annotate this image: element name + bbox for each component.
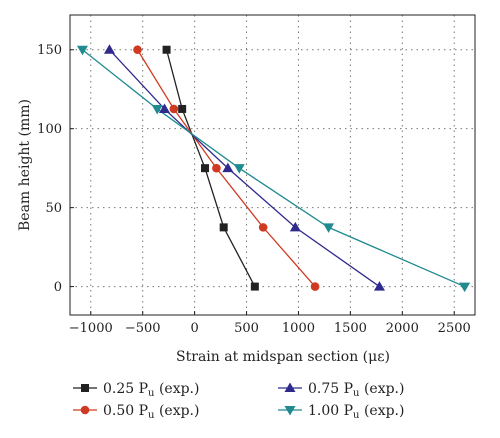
legend-marker-1 <box>81 384 89 392</box>
series-lines <box>82 49 465 288</box>
x-tick-label: 1500 <box>334 321 367 336</box>
data-point-series-3 <box>222 162 234 173</box>
series-line-3 <box>108 49 380 288</box>
y-tick-label: 150 <box>37 43 62 58</box>
y-tick-label: 0 <box>54 280 62 295</box>
data-point-series-1 <box>250 282 259 291</box>
data-point-series-4 <box>76 45 88 56</box>
data-point-series-4 <box>459 282 471 293</box>
legend-marker-2 <box>80 405 90 415</box>
series-markers <box>76 44 471 293</box>
data-point-series-2 <box>133 45 142 55</box>
data-point-series-4 <box>151 104 163 115</box>
data-point-series-1 <box>201 164 209 173</box>
data-point-series-3 <box>373 281 385 291</box>
data-point-series-3 <box>159 103 170 113</box>
data-point-series-4 <box>233 164 245 174</box>
y-axis-label: Beam height (mm) <box>17 99 33 231</box>
legend-label-4: 1.00 Pu (exp.) <box>308 403 404 421</box>
data-point-series-3 <box>103 44 115 54</box>
x-tick-label: −1000 <box>69 321 113 336</box>
legend: 0.25 Pu (exp.) 0.50 Pu (exp.) 0.75 Pu (exp… <box>73 381 404 421</box>
legend-marker-3 <box>284 382 296 392</box>
x-tick-label: 2000 <box>386 321 419 336</box>
legend-marker-4 <box>284 406 296 416</box>
y-tick-label: 100 <box>37 122 62 137</box>
x-axis-label: Strain at midspan section (με) <box>176 349 390 365</box>
data-point-series-2 <box>310 282 320 291</box>
legend-label-2: 0.50 Pu (exp.) <box>103 403 199 421</box>
x-tick-label: 0 <box>190 321 198 336</box>
legend-label-3: 0.75 Pu (exp.) <box>308 381 404 399</box>
data-point-series-3 <box>289 221 301 232</box>
data-point-series-1 <box>178 104 187 113</box>
data-point-series-2 <box>169 104 179 114</box>
data-point-series-2 <box>212 163 221 173</box>
x-tick-label: 1000 <box>282 321 315 336</box>
data-point-series-4 <box>323 223 335 233</box>
series-line-4 <box>82 49 465 288</box>
x-tick-label: −500 <box>125 321 161 336</box>
plot-frame <box>69 14 476 316</box>
data-point-series-2 <box>258 223 268 232</box>
x-tick-label: 500 <box>234 321 259 336</box>
data-point-series-1 <box>219 223 228 232</box>
y-tick-label: 50 <box>45 201 62 216</box>
data-point-series-1 <box>162 45 171 54</box>
axis-ticks: −1000 −500 0 500 1000 1500 2000 2500 0 50 100 150 <box>37 43 471 336</box>
x-tick-label: 2500 <box>438 321 471 336</box>
legend-label-1: 0.25 Pu (exp.) <box>103 381 199 399</box>
gridlines <box>70 15 475 315</box>
